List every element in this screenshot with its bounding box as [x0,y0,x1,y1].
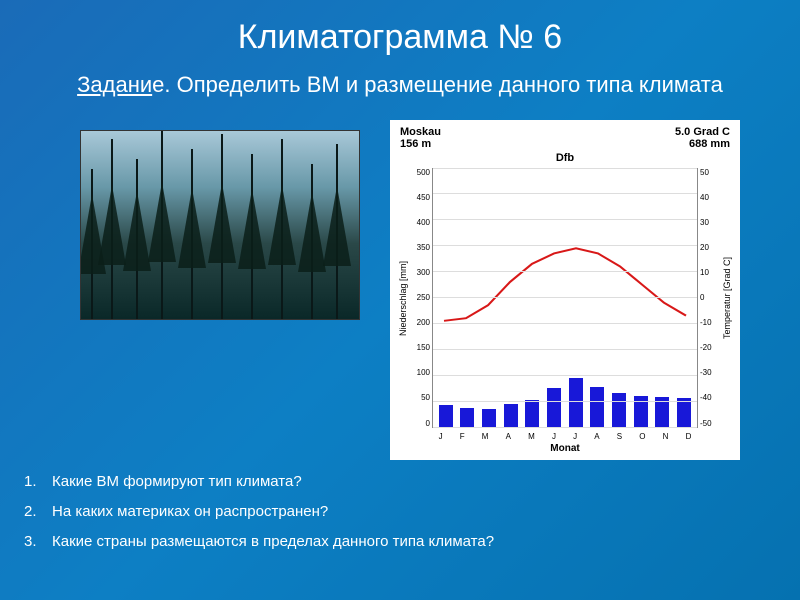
y-left-tick: 200 [410,318,430,327]
grid-line [433,297,697,298]
y-left-tick: 250 [410,293,430,302]
month-tick: A [594,432,599,441]
question-list: 1. Какие ВМ формируют тип климата? 2. На ка… [24,470,494,560]
y-right-tick: -40 [700,393,720,402]
chart-header-right: 5.0 Grad C 688 mm [675,126,730,150]
month-tick: F [460,432,465,441]
y-right-tick: 0 [700,293,720,302]
question-item: 1. Какие ВМ формируют тип климата? [24,470,494,494]
grid-line [433,427,697,428]
question-text: Какие ВМ формируют тип климата? [52,473,302,490]
grid-line [433,401,697,402]
question-number: 1. [24,470,37,494]
climate-chart: Moskau 156 m 5.0 Grad C 688 mm Dfb Niede… [390,120,740,460]
y-left-tick: 300 [410,268,430,277]
month-tick: A [506,432,511,441]
y-left-tick: 0 [410,419,430,428]
month-tick: J [573,432,577,441]
y-left-tick: 400 [410,218,430,227]
grid-line [433,349,697,350]
subtitle-underlined: Задани [77,72,152,97]
y-left-tick: 100 [410,368,430,377]
grid-line [433,168,697,169]
month-tick: O [639,432,645,441]
grid-line [433,375,697,376]
y-right-tick: -50 [700,419,720,428]
x-axis: JFMAMJJASOND [430,428,700,441]
question-item: 3. Какие страны размещаются в пределах да… [24,530,494,554]
question-text: На каких материках он распространен? [52,503,328,520]
y-right-tick: 10 [700,268,720,277]
slide-subtitle: Задание. Определить ВМ и размещение данн… [0,57,800,100]
y-left-tick: 450 [410,193,430,202]
grid-line [433,323,697,324]
subtitle-text: е. Определить ВМ и размещение данного ти… [152,72,723,97]
content-row: Moskau 156 m 5.0 Grad C 688 mm Dfb Niede… [0,100,800,460]
grid-line [433,271,697,272]
question-number: 2. [24,500,37,524]
y-left-tick: 50 [410,393,430,402]
y-right-tick: 40 [700,193,720,202]
y-right-tick: 20 [700,243,720,252]
question-text: Какие страны размещаются в пределах данн… [52,533,494,550]
y-left-tick: 150 [410,343,430,352]
question-item: 2. На каких материках он распространен? [24,500,494,524]
y-axis-left-label: Niederschlag [mm] [396,168,410,428]
month-tick: M [482,432,489,441]
month-tick: N [663,432,669,441]
chart-area: Niederschlag [mm] 5004504003503002502001… [396,168,734,428]
station-name: Moskau [400,126,441,138]
slide-title: Климатограмма № 6 [0,0,800,57]
y-right-tick: 50 [700,168,720,177]
y-right-tick: -10 [700,318,720,327]
month-tick: M [528,432,535,441]
y-axis-right: 50 40 30 20 10 0 -10 -20 -30 -40 -50 [698,168,720,428]
climate-type: Dfb [396,152,734,164]
month-tick: S [617,432,622,441]
station-elevation: 156 m [400,138,441,150]
temperature-curve [444,248,686,321]
total-precip: 688 mm [675,138,730,150]
y-right-tick: 30 [700,218,720,227]
y-left-tick: 500 [410,168,430,177]
forest-image [80,130,360,320]
month-tick: J [439,432,443,441]
month-tick: D [686,432,692,441]
y-left-tick: 350 [410,243,430,252]
month-tick: J [552,432,556,441]
y-axis-right-label: Temperatur [Grad C] [720,168,734,428]
chart-header-left: Moskau 156 m [400,126,441,150]
x-axis-label: Monat [396,443,734,454]
grid-line [433,245,697,246]
grid-line [433,219,697,220]
plot-area [432,168,698,428]
grid-line [433,193,697,194]
y-right-tick: -30 [700,368,720,377]
question-number: 3. [24,530,37,554]
y-axis-left: 500450400350300250200150100500 [410,168,432,428]
y-right-tick: -20 [700,343,720,352]
chart-header: Moskau 156 m 5.0 Grad C 688 mm [396,126,734,152]
avg-temp: 5.0 Grad C [675,126,730,138]
